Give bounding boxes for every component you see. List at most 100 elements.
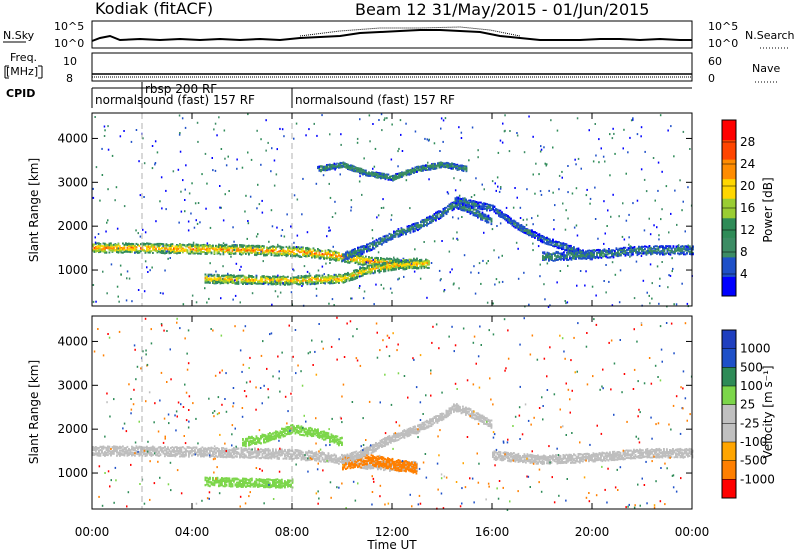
power-cell	[352, 255, 355, 258]
power-cell	[453, 201, 455, 204]
power-cell	[276, 253, 279, 255]
power-cell	[390, 258, 393, 260]
power-cell	[390, 237, 392, 240]
power-cell	[531, 232, 533, 235]
power-cell	[147, 251, 150, 254]
power-cell	[374, 270, 376, 273]
power-cell	[164, 249, 166, 252]
power-cell	[543, 251, 546, 254]
power-cell	[284, 277, 286, 280]
power-cell	[306, 246, 309, 249]
power-cell	[275, 252, 277, 255]
power-cell	[215, 280, 217, 283]
power-cell	[456, 204, 458, 207]
power-cell	[614, 253, 616, 256]
power-cell	[174, 250, 177, 253]
power-cell	[161, 243, 163, 245]
power-cell	[354, 269, 357, 272]
power-cell	[565, 243, 568, 246]
power-cell	[657, 251, 660, 254]
power-cell	[293, 252, 295, 255]
power-cell	[683, 251, 685, 254]
power-cell	[379, 239, 382, 242]
power-cell	[317, 275, 319, 278]
power-cell	[317, 280, 319, 283]
power-cell	[480, 214, 482, 217]
power-cell	[486, 221, 488, 223]
power-cell	[369, 242, 371, 245]
power-cell	[642, 252, 645, 255]
power-cell	[260, 277, 262, 280]
power-cell	[397, 230, 400, 233]
power-cell	[399, 260, 402, 263]
power-cell	[654, 251, 657, 254]
power-cell	[641, 249, 643, 252]
power-cell	[335, 273, 337, 276]
power-cell	[384, 264, 387, 267]
power-cell	[599, 249, 601, 252]
power-cell	[375, 265, 378, 268]
power-cell	[404, 264, 406, 267]
power-cell	[332, 251, 334, 254]
power-cell	[687, 245, 690, 248]
power-cell	[381, 240, 383, 242]
power-cell	[321, 254, 324, 257]
power-cell	[275, 248, 277, 251]
power-cell	[338, 280, 340, 282]
power-cell	[224, 277, 226, 280]
power-cell	[204, 273, 207, 276]
power-cell	[442, 214, 445, 217]
power-cell	[290, 282, 292, 285]
power-cell	[369, 271, 372, 273]
power-cell	[557, 255, 559, 258]
power-cell	[538, 233, 541, 236]
power-cell	[414, 266, 417, 269]
power-cell	[245, 252, 247, 255]
power-cell	[216, 249, 219, 252]
power-cell	[233, 280, 235, 283]
power-cell	[359, 257, 361, 260]
power-cell	[182, 248, 184, 251]
power-cell	[273, 249, 276, 252]
power-cell	[611, 254, 613, 257]
power-cell	[386, 257, 388, 260]
power-cell	[407, 260, 409, 263]
power-cell	[356, 275, 358, 278]
power-cell	[174, 251, 177, 254]
power-cell	[352, 248, 355, 251]
power-cell	[627, 247, 630, 250]
power-cell	[429, 217, 431, 220]
power-cell	[451, 209, 454, 212]
power-cell	[294, 281, 297, 284]
power-cell	[348, 257, 350, 260]
power-cell	[480, 205, 482, 208]
power-cell	[416, 257, 418, 260]
power-cell	[486, 207, 488, 210]
power-cell	[635, 250, 637, 253]
power-cell	[568, 249, 571, 252]
power-cell	[299, 255, 301, 258]
power-cell	[104, 243, 106, 246]
power-cell	[347, 254, 349, 257]
power-cell	[383, 265, 385, 267]
power-cell	[122, 242, 124, 245]
power-cell	[351, 249, 353, 252]
power-cell	[425, 261, 427, 264]
freq-left-tick-low: 8	[66, 72, 73, 85]
power-cell	[442, 209, 445, 212]
power-cell	[367, 249, 370, 252]
power-cell	[412, 228, 415, 230]
power-cell	[119, 245, 121, 248]
power-cell	[234, 282, 237, 285]
power-cell	[653, 249, 655, 252]
power-cell	[320, 276, 322, 279]
power-cell	[254, 253, 256, 256]
power-cell	[231, 252, 234, 255]
power-cell	[119, 247, 121, 250]
power-cell	[212, 274, 214, 277]
power-cell	[329, 256, 331, 259]
power-cell	[350, 276, 352, 279]
power-cell	[549, 238, 551, 241]
power-cell	[438, 210, 440, 213]
power-cell	[417, 222, 419, 224]
